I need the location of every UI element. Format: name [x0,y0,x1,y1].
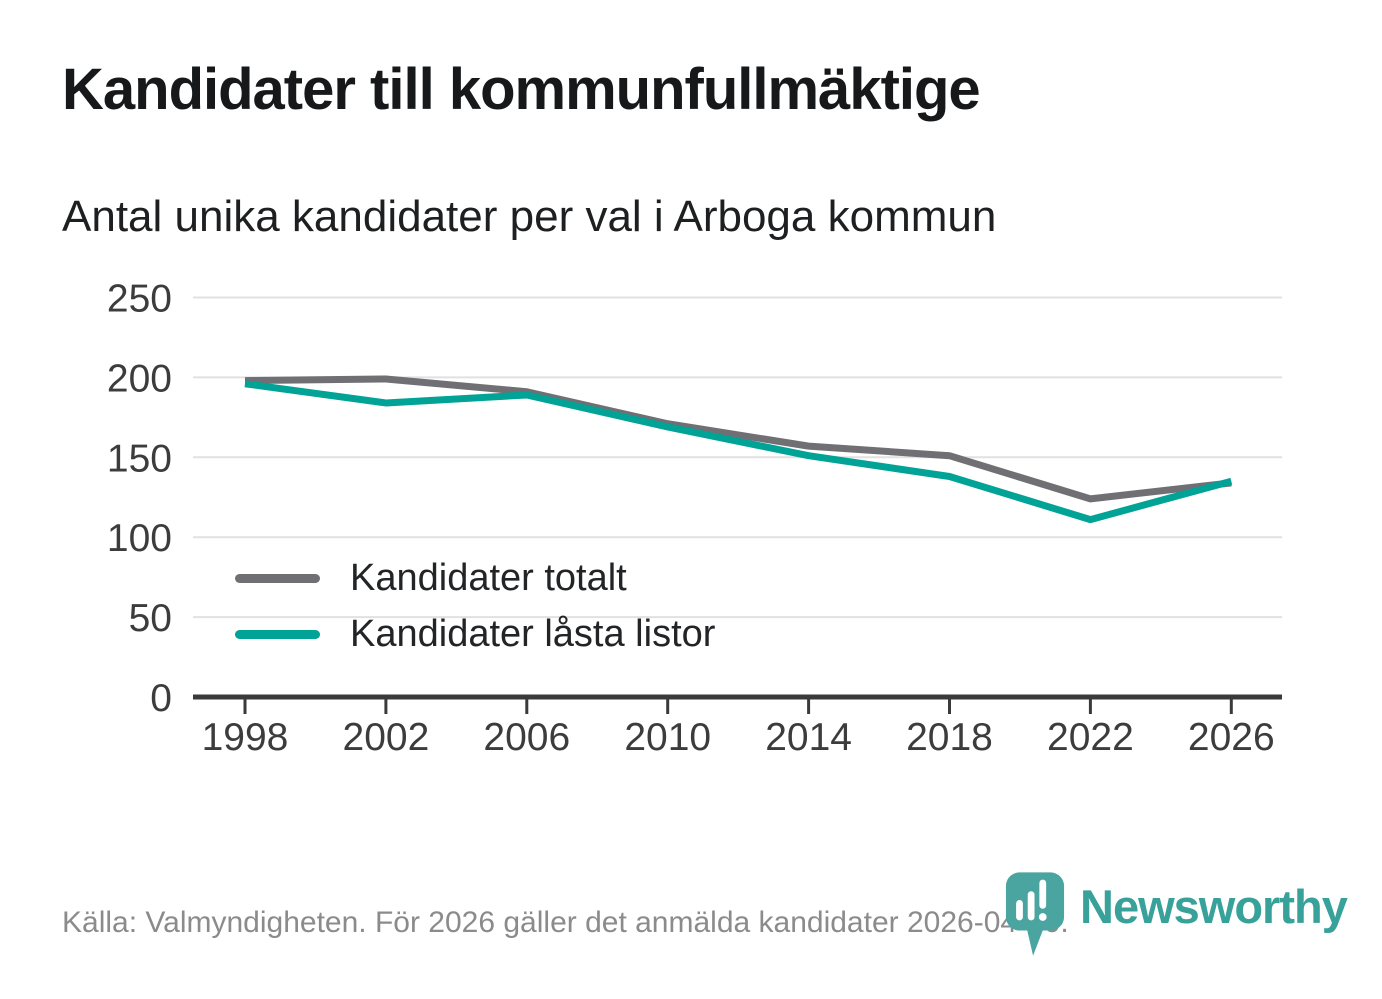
y-tick-label-250: 250 [107,278,172,321]
legend-item-kandidater-totalt: Kandidater totalt [235,550,715,606]
x-tick-label-2026: 2026 [1188,716,1275,759]
legend-swatch-gray-line [235,573,320,583]
line-chart: 1998 2002 2006 2010 2014 2018 2022 2026 0 50 100 15… [107,278,1282,759]
x-tick-label-2002: 2002 [343,716,430,759]
newsworthy-pin-icon [1005,872,1065,956]
y-tick-label-100: 100 [107,517,172,560]
chart-title: Kandidater till kommunfullmäktige [62,57,981,122]
legend-label: Kandidater totalt [350,556,627,599]
newsworthy-logo: Newsworthy [1004,870,1348,962]
series-line-kandidater-totalt [244,375,1232,503]
x-tick-label-2010: 2010 [624,716,711,759]
chart-legend: Kandidater totalt Kandidater låsta listo… [235,550,715,662]
x-tick-label-1998: 1998 [202,716,289,759]
legend-swatch-teal-line [235,629,320,639]
y-tick-label-0: 0 [150,677,172,720]
x-tick-label-2018: 2018 [906,716,993,759]
source-note: Källa: Valmyndigheten. För 2026 gäller d… [62,906,1069,939]
series-line-kandidater-l-sta-listor [244,380,1233,524]
legend-label: Kandidater låsta listor [350,612,716,655]
y-tick-label-50: 50 [129,597,172,640]
x-tick-label-2022: 2022 [1047,716,1134,759]
legend-item-kandidater-lasta-listor: Kandidater låsta listor [235,606,715,662]
y-tick-label-200: 200 [107,357,172,400]
x-tick-label-2006: 2006 [483,716,570,759]
y-tick-label-150: 150 [107,437,172,480]
x-tick-label-2014: 2014 [765,716,852,759]
chart-subtitle: Antal unika kandidater per val i Arboga … [62,192,997,241]
newsworthy-wordmark: Newsworthy [1080,880,1348,933]
